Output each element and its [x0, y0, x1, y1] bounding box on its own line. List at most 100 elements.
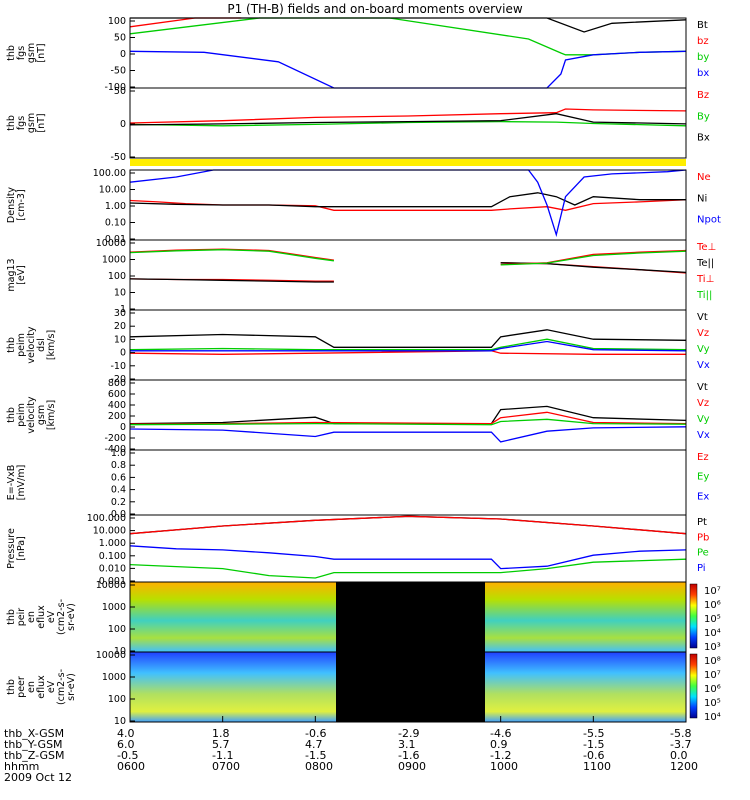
footer-row-date: 2009 Oct 12: [0, 771, 750, 784]
y-tick-label: 0.01: [105, 234, 126, 245]
legend-entry: Vt: [697, 312, 708, 323]
footer-value: -1.1: [212, 749, 234, 762]
y-axis-label: gsm: [26, 43, 37, 63]
y-tick-label: 200: [108, 411, 126, 422]
y-tick-label: 10: [114, 334, 126, 345]
series-line-pb: [129, 515, 687, 535]
legend-entry: bx: [697, 68, 709, 79]
series-line-ti: [129, 249, 687, 266]
y-tick-label: 800: [108, 378, 126, 389]
y-axis-label: thb: [6, 679, 17, 695]
footer-value: -3.7: [670, 738, 692, 751]
y-axis-label: [nT]: [36, 113, 47, 132]
y-tick-label: 10: [114, 646, 126, 657]
colorbar-tick-label: 10⁶: [704, 600, 721, 611]
y-tick-label: 50: [114, 86, 126, 97]
y-axis-label: (cm2-s-: [56, 669, 67, 705]
y-axis-label: (cm2-s-: [56, 599, 67, 635]
footer-value: 0700: [212, 760, 240, 773]
y-tick-label: -100: [104, 82, 126, 93]
y-tick-label: -50: [110, 66, 126, 77]
y-tick-label: 0: [120, 422, 126, 433]
y-axis-label: dsl: [36, 338, 47, 352]
colorbar-tick-label: 10⁸: [704, 656, 721, 667]
y-tick-label: 0.8: [111, 460, 126, 471]
footer-value: -5.8: [670, 727, 692, 740]
series-line-npot: [129, 169, 687, 238]
y-axis-label: thb: [6, 45, 17, 61]
legend-entry: Ex: [697, 491, 709, 502]
y-axis-label: [eV]: [16, 265, 27, 285]
footer-value: 5.7: [212, 738, 230, 751]
y-tick-label: 1.000: [99, 538, 126, 549]
series-line-vy: [129, 418, 687, 426]
colorbar-tick-label: 10⁴: [704, 712, 721, 723]
series-line-vy: [129, 338, 687, 351]
y-axis-label: peim: [16, 333, 27, 357]
colorbar-tick-label: 10⁷: [704, 586, 721, 597]
series-line-bx: [129, 50, 687, 89]
y-axis-label: thb: [6, 609, 17, 625]
y-axis-label: velocity: [26, 326, 37, 364]
y-tick-label: 10000: [96, 238, 126, 249]
legend-entry: bz: [697, 36, 709, 47]
colorbar-tick-label: 10⁵: [704, 698, 721, 709]
y-tick-label: 0: [120, 348, 126, 359]
y-axis-label: en: [26, 611, 37, 623]
y-tick-label: 1000: [102, 602, 126, 613]
colorbar: [689, 653, 698, 719]
colorbar-tick-label: 10⁶: [704, 684, 721, 695]
y-tick-label: 0.0: [111, 509, 126, 520]
panel-frame: [129, 87, 687, 159]
colorbar-tick-label: 10³: [704, 642, 721, 653]
colorbar-tick-label: 10⁵: [704, 614, 721, 625]
y-axis-label: [km/s]: [46, 400, 57, 430]
ephemeris-footer: thb_X-GSM 4.0 1.8 -0.6 -2.9 -4.6 -5.5 -5…: [0, 727, 750, 797]
legend-entry: Npot: [697, 215, 721, 226]
mode-bar: [130, 159, 686, 166]
y-axis-label: mag13: [6, 258, 17, 291]
y-tick-label: 100: [108, 16, 126, 27]
y-tick-label: 1.0: [111, 448, 126, 459]
legend-entry: Ez: [697, 452, 709, 463]
series-line-ne: [129, 199, 687, 211]
legend-entry: Vx: [697, 430, 710, 441]
series-line-pt: [129, 515, 687, 535]
legend-entry: Ne: [697, 172, 711, 183]
y-tick-label: 10: [114, 288, 126, 299]
series-line-bz: [129, 108, 687, 124]
footer-value: 0900: [398, 760, 426, 773]
legend-entry: By: [697, 111, 710, 122]
y-tick-label: 600: [108, 389, 126, 400]
y-tick-label: -10: [110, 361, 126, 372]
footer-value: 1200: [670, 760, 698, 773]
footer-value: 1100: [583, 760, 611, 773]
y-axis-label: en: [26, 681, 37, 693]
footer-value: -4.6: [490, 727, 512, 740]
series-line-te: [129, 262, 687, 282]
footer-value: -1.5: [305, 749, 327, 762]
series-line-vz: [129, 411, 687, 425]
colorbar-tick-label: 10⁷: [704, 670, 721, 681]
y-axis-label: thb: [6, 407, 17, 423]
legend-entry: Pi: [697, 563, 706, 574]
series-line-ni: [129, 192, 686, 208]
y-axis-label: eV: [46, 610, 57, 623]
colorbar-tick-label: 10⁴: [704, 628, 721, 639]
y-axis-label: E=-VxB: [6, 465, 17, 500]
y-axis-label: [km/s]: [46, 330, 57, 360]
legend-entry: Vt: [697, 382, 708, 393]
panel-frame: [129, 379, 687, 451]
footer-row-z: thb_Z-GSM -0.5 -1.1 -1.5 -1.6 -1.2 -0.6 …: [0, 749, 750, 762]
legend-entry: Vz: [697, 328, 709, 339]
y-tick-label: 0.2: [111, 497, 126, 508]
footer-value: 3.1: [398, 738, 416, 751]
footer-date: 2009 Oct 12: [4, 771, 73, 784]
y-tick-label: 10.000: [93, 526, 126, 537]
legend-entry: Vx: [697, 360, 710, 371]
legend-entry: Pb: [697, 532, 709, 543]
data-gap-block: [336, 652, 485, 722]
y-tick-label: -20: [110, 374, 126, 385]
legend-entry: Pe: [697, 548, 709, 559]
data-gap-block: [336, 582, 485, 652]
